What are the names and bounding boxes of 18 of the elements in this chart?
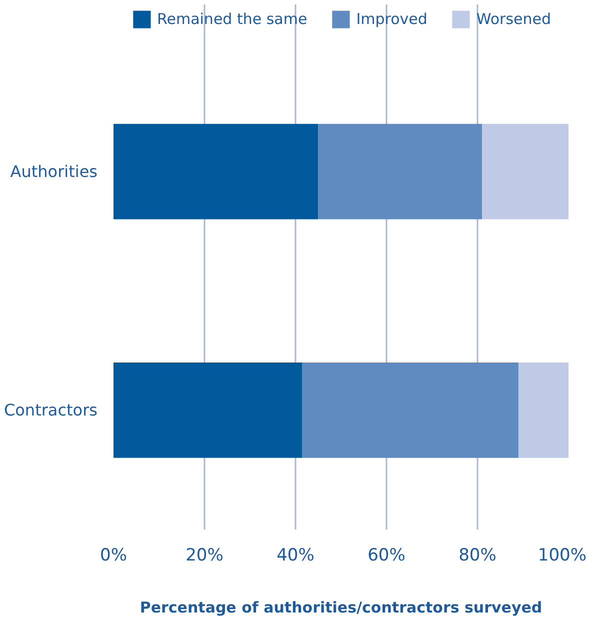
x-tick-label: 0%	[100, 546, 127, 566]
legend-label: Improved	[356, 10, 428, 28]
x-tick-label: 80%	[458, 546, 496, 566]
legend-label: Worsened	[476, 10, 552, 28]
legend-label: Remained the same	[156, 10, 308, 28]
bar	[114, 362, 302, 458]
bar	[114, 124, 318, 220]
x-tick-label: 20%	[186, 546, 224, 566]
x-axis-title: Percentage of authorities/contractors surveyed	[140, 598, 542, 616]
bar	[482, 124, 568, 220]
x-tick-label: 100%	[538, 546, 587, 566]
y-tick-label: Contractors	[4, 400, 98, 420]
y-tick-label: Authorities	[10, 162, 98, 182]
x-tick-label: 40%	[276, 546, 314, 566]
bar	[302, 362, 518, 458]
x-tick-label: 60%	[368, 546, 406, 566]
bar	[518, 362, 568, 458]
bar	[318, 124, 482, 220]
